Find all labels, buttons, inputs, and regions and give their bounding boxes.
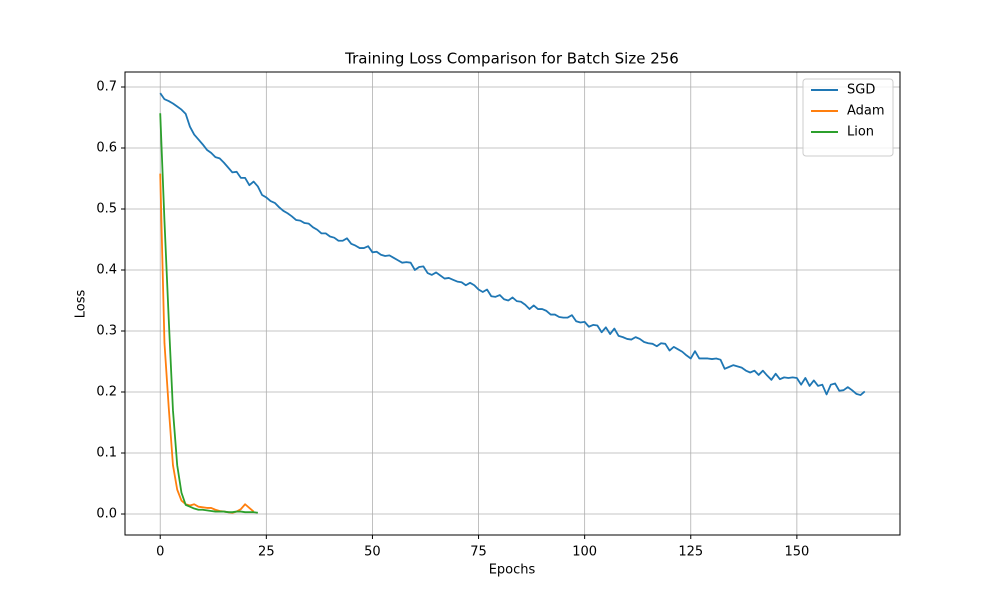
plot-frame	[124, 71, 901, 536]
series-line	[159, 92, 866, 396]
y-tick-label: 0.2	[96, 385, 117, 400]
y-tick-label: 0.6	[96, 141, 117, 156]
legend-box	[802, 78, 894, 157]
y-tick-label: 0.0	[96, 507, 117, 522]
x-tick-label: 0	[156, 545, 164, 560]
legend-label: Lion	[847, 125, 874, 140]
chart-title: Training Loss Comparison for Batch Size …	[344, 50, 679, 68]
x-tick-label: 50	[364, 545, 381, 560]
y-axis-label: Loss	[74, 290, 89, 319]
x-tick-label: 25	[258, 545, 275, 560]
y-tick-label: 0.7	[96, 80, 117, 95]
x-axis-label: Epochs	[489, 563, 536, 578]
y-tick-label: 0.4	[96, 263, 117, 278]
x-tick-label: 150	[784, 545, 809, 560]
y-tick-label: 0.3	[96, 324, 117, 339]
y-tick-label: 0.5	[96, 202, 117, 217]
x-tick-label: 100	[572, 545, 597, 560]
series-line	[159, 113, 258, 514]
x-tick-label: 75	[470, 545, 487, 560]
legend-label: Adam	[847, 104, 885, 119]
y-tick-label: 0.1	[96, 446, 117, 461]
legend-label: SGD	[847, 83, 875, 98]
series-line	[159, 173, 255, 514]
x-tick-label: 125	[678, 545, 703, 560]
